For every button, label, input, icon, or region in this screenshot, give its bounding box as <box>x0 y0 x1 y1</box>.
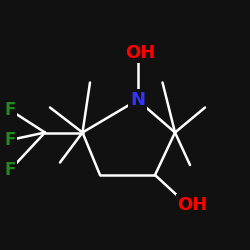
Text: F: F <box>4 131 16 149</box>
Text: OH: OH <box>178 196 208 214</box>
Text: F: F <box>4 161 16 179</box>
Text: F: F <box>4 101 16 119</box>
Text: N: N <box>130 91 145 109</box>
Text: OH: OH <box>125 44 155 62</box>
